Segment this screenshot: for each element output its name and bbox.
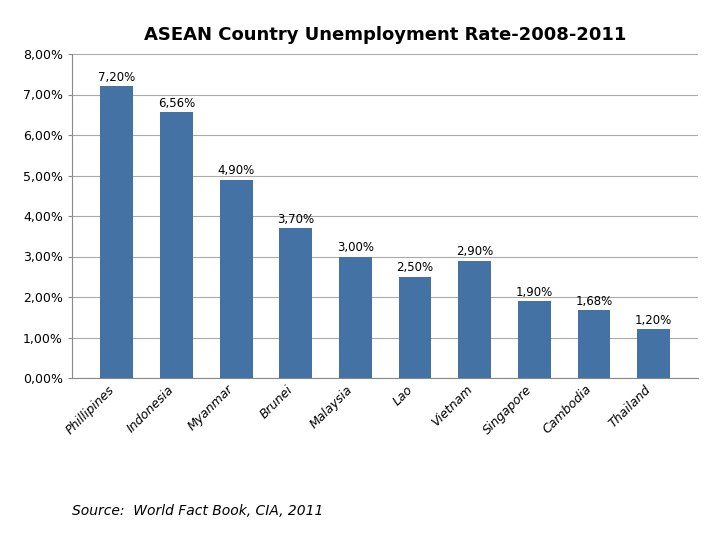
Text: 2,90%: 2,90% bbox=[456, 245, 493, 258]
Bar bbox=[518, 301, 551, 378]
Text: 1,68%: 1,68% bbox=[575, 294, 613, 308]
Text: 2,50%: 2,50% bbox=[397, 261, 433, 274]
Bar bbox=[637, 329, 670, 378]
Bar bbox=[160, 112, 193, 378]
Text: 3,00%: 3,00% bbox=[337, 241, 374, 254]
Bar bbox=[101, 86, 133, 378]
Text: 1,20%: 1,20% bbox=[635, 314, 672, 327]
Text: Source:  World Fact Book, CIA, 2011: Source: World Fact Book, CIA, 2011 bbox=[72, 504, 323, 518]
Text: 1,90%: 1,90% bbox=[516, 286, 553, 299]
Bar bbox=[339, 256, 372, 378]
Bar bbox=[279, 228, 312, 378]
Bar bbox=[399, 276, 431, 378]
Text: 6,56%: 6,56% bbox=[158, 97, 195, 110]
Text: 3,70%: 3,70% bbox=[277, 213, 315, 226]
Bar bbox=[220, 179, 253, 378]
Bar bbox=[577, 310, 611, 378]
Bar bbox=[458, 261, 491, 378]
Title: ASEAN Country Unemployment Rate-2008-2011: ASEAN Country Unemployment Rate-2008-201… bbox=[144, 26, 626, 44]
Text: 4,90%: 4,90% bbox=[217, 164, 255, 177]
Text: 7,20%: 7,20% bbox=[98, 71, 135, 84]
